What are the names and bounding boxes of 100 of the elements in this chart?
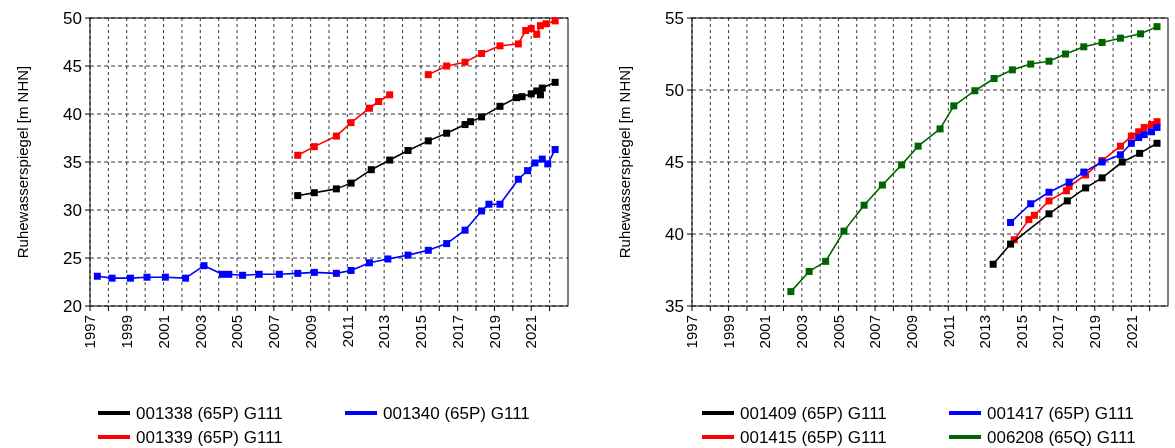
x-tick-label: 2017 (448, 315, 466, 349)
x-tick-label: 2013 (375, 315, 393, 349)
legend-label: 001338 (65P) G111 (136, 403, 283, 423)
x-tick-label: 2019 (1086, 315, 1104, 349)
point (1127, 132, 1135, 140)
y-tick-label: 55 (665, 8, 684, 28)
point (478, 50, 486, 58)
point (1030, 211, 1038, 219)
point (478, 207, 486, 215)
point (1045, 197, 1053, 205)
point (347, 266, 355, 274)
point (225, 270, 233, 278)
point (544, 160, 552, 168)
x-tick-label: 1997 (683, 315, 701, 349)
point (294, 151, 302, 159)
point (1136, 149, 1144, 157)
point (93, 272, 101, 280)
point (1027, 60, 1035, 68)
point (461, 58, 469, 66)
point (347, 119, 355, 127)
point (386, 156, 394, 164)
point (461, 226, 469, 234)
point (1098, 38, 1106, 46)
x-tick-label: 2015 (412, 315, 430, 349)
x-tick-label: 1999 (118, 315, 136, 349)
point (310, 189, 318, 197)
point (294, 192, 302, 200)
point (182, 274, 190, 282)
legend-label: 001340 (65P) G111 (383, 403, 530, 423)
point (1045, 57, 1053, 65)
point (108, 274, 116, 282)
legend-label: 001339 (65P) G111 (136, 427, 283, 447)
y-tick-label: 35 (665, 296, 684, 316)
y-tick-label: 50 (665, 80, 684, 100)
point (1008, 66, 1016, 74)
x-tick-label: 2013 (976, 315, 994, 349)
y-tick-label: 45 (665, 152, 684, 172)
point (536, 91, 544, 99)
x-tick-label: 2007 (866, 315, 884, 349)
point (1137, 30, 1145, 38)
point (524, 167, 532, 175)
x-tick-label: 2009 (301, 315, 319, 349)
point (822, 257, 830, 265)
point (386, 91, 394, 99)
point (496, 42, 504, 50)
point (1127, 139, 1135, 147)
point (860, 201, 868, 209)
x-tick-label: 1997 (81, 315, 99, 349)
point (1118, 158, 1126, 166)
point (332, 132, 340, 140)
point (310, 268, 318, 276)
point (1153, 123, 1161, 131)
point (443, 62, 451, 70)
point (1116, 142, 1124, 150)
point (551, 146, 559, 154)
y-tick-label: 40 (665, 224, 684, 244)
point (424, 246, 432, 254)
point (143, 273, 151, 281)
point (443, 240, 451, 248)
point (294, 269, 302, 277)
point (478, 113, 486, 121)
point (1063, 197, 1071, 205)
point (1116, 151, 1124, 159)
point (518, 93, 526, 101)
point (551, 17, 559, 25)
point (1116, 34, 1124, 42)
point (1061, 50, 1069, 58)
point (1140, 123, 1148, 131)
legend-label: 001417 (65P) G111 (987, 403, 1134, 423)
point (365, 259, 373, 267)
point (787, 288, 795, 296)
point (404, 251, 412, 259)
point (531, 159, 539, 167)
y-tick-label: 20 (63, 296, 82, 316)
y-tick-label: 45 (63, 56, 82, 76)
y-tick-label: 40 (63, 104, 82, 124)
point (1045, 210, 1053, 218)
point (200, 262, 208, 270)
y-tick-label: 50 (63, 8, 82, 28)
point (275, 270, 283, 278)
point (914, 142, 922, 150)
point (1027, 200, 1035, 208)
point (1153, 23, 1161, 31)
y-tick-label: 25 (63, 248, 82, 268)
x-tick-label: 2003 (191, 315, 209, 349)
point (367, 166, 375, 174)
point (365, 104, 373, 112)
point (1025, 216, 1033, 224)
point (1098, 174, 1106, 182)
legend-label: 001409 (65P) G111 (740, 403, 887, 423)
point (514, 175, 522, 183)
point (1007, 240, 1015, 248)
point (533, 30, 541, 38)
x-tick-label: 2011 (338, 315, 356, 348)
y-tick-label: 35 (63, 152, 82, 172)
x-tick-label: 2019 (485, 315, 503, 349)
point (514, 40, 522, 48)
point (332, 269, 340, 277)
point (1148, 128, 1156, 136)
point (424, 71, 432, 79)
